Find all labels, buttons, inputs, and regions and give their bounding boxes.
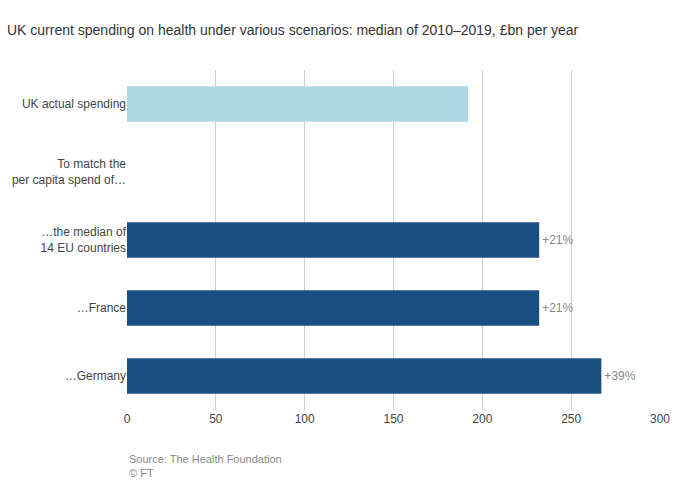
svg-text:UK current spending on health: UK current spending on health under vari… xyxy=(7,22,579,38)
svg-text:UK actual spending: UK actual spending xyxy=(22,97,126,111)
svg-text:…Germany: …Germany xyxy=(65,369,126,383)
svg-text:To match theper capita spend o: To match theper capita spend of… xyxy=(12,157,126,187)
svg-text:50: 50 xyxy=(209,412,223,426)
svg-text:200: 200 xyxy=(472,412,492,426)
svg-text:250: 250 xyxy=(561,412,581,426)
svg-text:0: 0 xyxy=(124,412,131,426)
svg-text:+21%: +21% xyxy=(542,233,573,247)
svg-text:…France: …France xyxy=(77,301,127,315)
svg-text:…the median of14 EU countries: …the median of14 EU countries xyxy=(41,225,127,255)
svg-text:300: 300 xyxy=(650,412,670,426)
svg-text:100: 100 xyxy=(295,412,315,426)
svg-text:+39%: +39% xyxy=(604,369,635,383)
svg-text:+21%: +21% xyxy=(542,301,573,315)
svg-text:Source: The Health Foundation©: Source: The Health Foundation© FT xyxy=(129,453,282,479)
svg-text:150: 150 xyxy=(383,412,403,426)
